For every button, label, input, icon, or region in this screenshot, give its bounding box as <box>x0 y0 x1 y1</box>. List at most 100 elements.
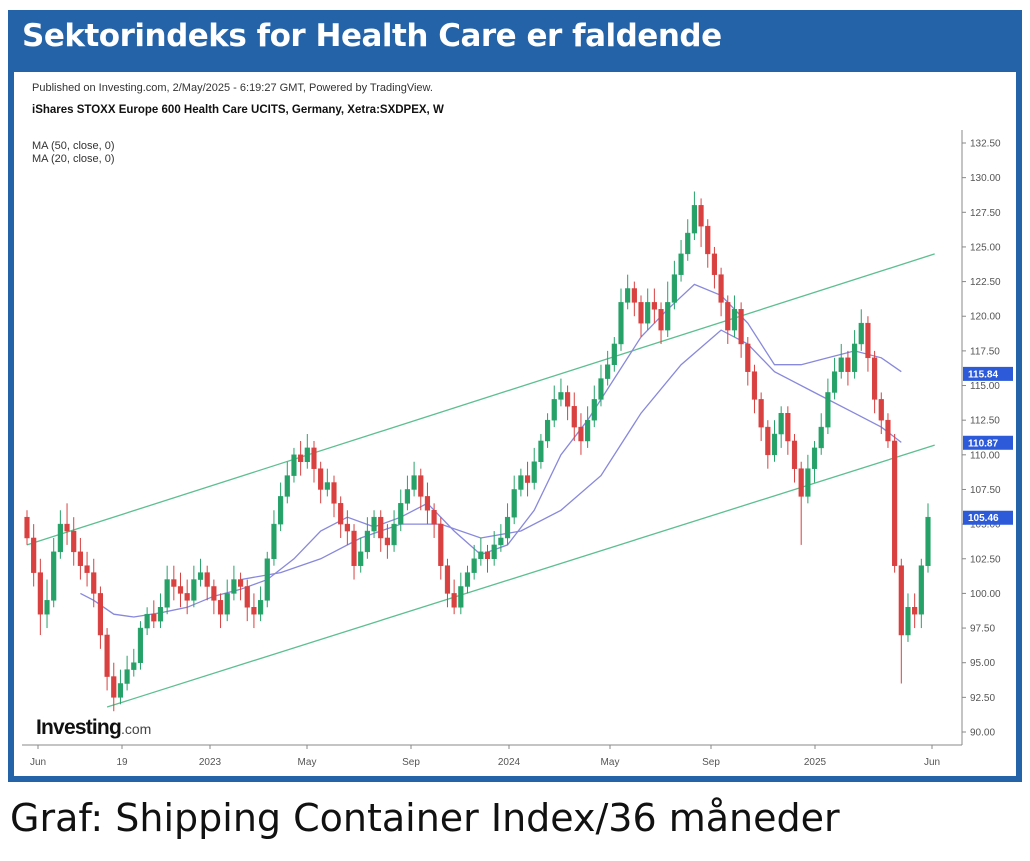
candle-body <box>484 551 491 560</box>
x-tick-label: Sep <box>702 757 720 768</box>
candle-body <box>678 253 684 275</box>
candle-body <box>64 523 70 532</box>
candle-body <box>745 343 751 372</box>
candle-body <box>157 607 164 622</box>
ma20-line <box>80 283 902 618</box>
candle-body <box>291 454 297 476</box>
candle-body <box>217 600 224 615</box>
candle-body <box>444 565 451 594</box>
candle-body <box>184 593 190 601</box>
candle-body <box>224 593 230 615</box>
candle-body <box>718 274 724 303</box>
candle-body <box>204 572 210 587</box>
caption: Graf: Shipping Container Index/36 månede… <box>10 796 840 840</box>
x-tick-label: Jun <box>30 757 46 768</box>
candle-body <box>698 205 704 227</box>
y-tick-label: 120.00 <box>970 312 1001 323</box>
candle-body <box>318 468 324 490</box>
y-tick-label: 130.00 <box>970 173 1001 184</box>
candle-body <box>264 558 270 601</box>
candle-body <box>478 551 484 560</box>
ma50-line <box>240 329 902 581</box>
candle-body <box>865 322 871 359</box>
candle-body <box>598 378 604 400</box>
candle-body <box>711 253 718 275</box>
candle-body <box>658 309 664 331</box>
candle-body <box>872 357 878 400</box>
candle-body <box>511 489 517 518</box>
candle-body <box>84 565 90 573</box>
candle-body <box>825 392 831 428</box>
candle-body <box>258 600 264 615</box>
x-tick-label: Sep <box>402 757 420 768</box>
candle-body <box>858 322 864 345</box>
candle-body <box>77 551 83 566</box>
candle-body <box>371 516 377 532</box>
candle-body <box>364 530 370 553</box>
candle-body <box>685 232 691 255</box>
y-tick-label: 122.50 <box>970 277 1001 288</box>
x-tick-label: May <box>298 757 317 768</box>
candle-body <box>151 613 157 622</box>
trend-channel-line <box>26 253 935 546</box>
candle-body <box>177 586 184 594</box>
candle-body <box>384 537 390 546</box>
candle-body <box>438 523 444 566</box>
candle-body <box>378 516 384 539</box>
candle-body <box>344 523 350 532</box>
y-tick-label: 127.50 <box>970 208 1001 219</box>
candle-body <box>845 357 851 372</box>
candle-body <box>284 475 290 497</box>
candle-body <box>912 607 918 615</box>
candle-body <box>498 537 504 546</box>
candle-body <box>471 558 477 573</box>
y-tick-label: 92.50 <box>970 693 995 704</box>
published-note: Published on Investing.com, 2/May/2025 -… <box>32 82 433 94</box>
x-tick-label: Jun <box>924 757 940 768</box>
price-tag-label: 105.46 <box>968 513 999 524</box>
candle-body <box>504 516 511 539</box>
candle-body <box>137 627 144 663</box>
candle-body <box>124 669 130 684</box>
candle-body <box>338 503 344 525</box>
candle-body <box>578 426 584 442</box>
candle-body <box>424 496 431 511</box>
candle-body <box>651 302 657 310</box>
candle-body <box>271 523 277 560</box>
candle-body <box>645 302 651 324</box>
candle-body <box>831 371 838 393</box>
candle-body <box>878 399 884 421</box>
y-tick-label: 97.50 <box>970 624 995 635</box>
candle-body <box>164 579 170 608</box>
ma-label-50: MA (50, close, 0) <box>32 140 115 152</box>
price-tag <box>963 366 1013 381</box>
candle-body <box>57 523 63 553</box>
candle-body <box>811 447 818 469</box>
candle-body <box>771 433 778 456</box>
x-tick-label: 2025 <box>804 757 827 768</box>
candle-body <box>311 447 317 469</box>
candle-body <box>24 516 30 539</box>
candle-body <box>324 482 330 490</box>
y-tick-label: 95.00 <box>970 658 995 669</box>
candle-body <box>605 364 611 379</box>
y-tick-label: 102.50 <box>970 554 1001 565</box>
candle-body <box>765 426 771 456</box>
investing-logo: Investing.com <box>36 716 152 739</box>
x-tick-label: 19 <box>116 757 128 768</box>
candle-body <box>131 662 137 670</box>
headline: Sektorindeks for Health Care er faldende <box>22 18 722 54</box>
candle-body <box>558 392 564 400</box>
candle-body <box>97 593 104 636</box>
price-tag <box>963 510 1013 525</box>
candle-body <box>171 579 177 587</box>
candle-body <box>44 600 50 615</box>
candle-body <box>571 406 577 428</box>
candle-body <box>304 447 310 463</box>
candle-body <box>838 357 844 372</box>
candle-body <box>905 607 911 636</box>
candle-body <box>691 205 697 234</box>
candle-body <box>591 399 597 421</box>
candle-body <box>391 523 397 546</box>
candle-body <box>551 399 557 421</box>
